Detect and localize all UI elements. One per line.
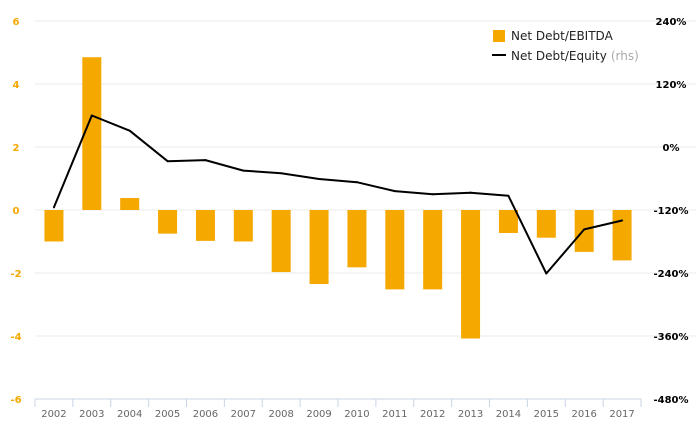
- y-left-tick-label: 6: [13, 17, 20, 28]
- bar: [271, 210, 291, 273]
- y-right-tick-label: -240%: [653, 269, 688, 280]
- line-series: [52, 114, 624, 275]
- bar: [385, 210, 405, 290]
- legend-label-line: Net Debt/Equity (rhs): [511, 47, 639, 64]
- x-tick-label: 2006: [193, 409, 218, 420]
- x-tick-label: 2005: [155, 409, 180, 420]
- line-point: [507, 194, 510, 197]
- bar: [233, 210, 253, 242]
- x-tick-label: 2008: [268, 409, 293, 420]
- line-point: [90, 114, 93, 117]
- line-point: [204, 159, 207, 162]
- bar: [158, 210, 178, 234]
- bar: [120, 198, 140, 210]
- line-point: [393, 190, 396, 193]
- bar: [498, 210, 518, 233]
- bar: [309, 210, 329, 285]
- line-point: [242, 169, 245, 172]
- legend-swatch-bar: [493, 30, 505, 42]
- line-point: [583, 228, 586, 231]
- x-tick-label: 2007: [231, 409, 256, 420]
- right-axis: 240% 120% 0% -120% -240% -360% -480%: [653, 17, 688, 406]
- x-tick-label: 2010: [344, 409, 369, 420]
- y-right-tick-label: -120%: [653, 206, 688, 217]
- line-point: [166, 160, 169, 163]
- x-tick-label: 2003: [79, 409, 104, 420]
- x-tick-label: 2014: [496, 409, 521, 420]
- y-left-tick-label: -6: [10, 395, 21, 406]
- line-point: [621, 219, 624, 222]
- bar: [195, 210, 215, 241]
- line-point: [280, 172, 283, 175]
- x-tick-label: 2016: [571, 409, 596, 420]
- y-left-tick-label: 4: [13, 80, 20, 91]
- bar-series: [44, 57, 632, 339]
- legend-label-bar: Net Debt/EBITDA: [511, 29, 614, 43]
- x-tick-label: 2002: [41, 409, 66, 420]
- line-point: [431, 193, 434, 196]
- y-right-tick-label: -360%: [653, 332, 688, 343]
- x-tick-label: 2009: [306, 409, 331, 420]
- bar: [536, 210, 556, 238]
- x-tick-label: 2013: [458, 409, 483, 420]
- y-right-tick-label: 120%: [656, 80, 687, 91]
- line-point: [52, 206, 55, 209]
- x-tick-label: 2004: [117, 409, 142, 420]
- legend: Net Debt/EBITDA Net Debt/Equity (rhs): [492, 29, 639, 64]
- y-left-tick-label: 2: [13, 143, 20, 154]
- y-left-tick-label: -4: [10, 332, 21, 343]
- bar: [82, 57, 102, 210]
- bar: [347, 210, 367, 268]
- line-point: [545, 272, 548, 275]
- y-right-tick-label: 0%: [663, 143, 680, 154]
- bar: [461, 210, 481, 339]
- line-point: [469, 191, 472, 194]
- x-tick-label: 2012: [420, 409, 445, 420]
- x-axis: 2002 2003 2004 2005 2006 2007 2008 2009 2010 2011…: [34, 398, 642, 420]
- x-tick-label: 2017: [609, 409, 634, 420]
- y-left-tick-label: -2: [10, 269, 21, 280]
- x-tick-label: 2011: [382, 409, 407, 420]
- y-right-tick-label: 240%: [656, 17, 687, 28]
- bar: [612, 210, 632, 261]
- left-axis: 6 4 2 0 -2 -4 -6: [10, 17, 21, 406]
- grid: [35, 20, 696, 337]
- line-point: [355, 181, 358, 184]
- legend-line-name: Net Debt/Equity: [511, 49, 607, 63]
- line-point: [128, 129, 131, 132]
- bar: [423, 210, 443, 290]
- x-tick-label: 2015: [534, 409, 559, 420]
- line-point: [318, 178, 321, 181]
- y-left-tick-label: 0: [13, 206, 20, 217]
- series-line: [52, 114, 623, 275]
- legend-line-note: (rhs): [611, 49, 639, 63]
- bar: [44, 210, 64, 242]
- y-right-tick-label: -480%: [653, 395, 688, 406]
